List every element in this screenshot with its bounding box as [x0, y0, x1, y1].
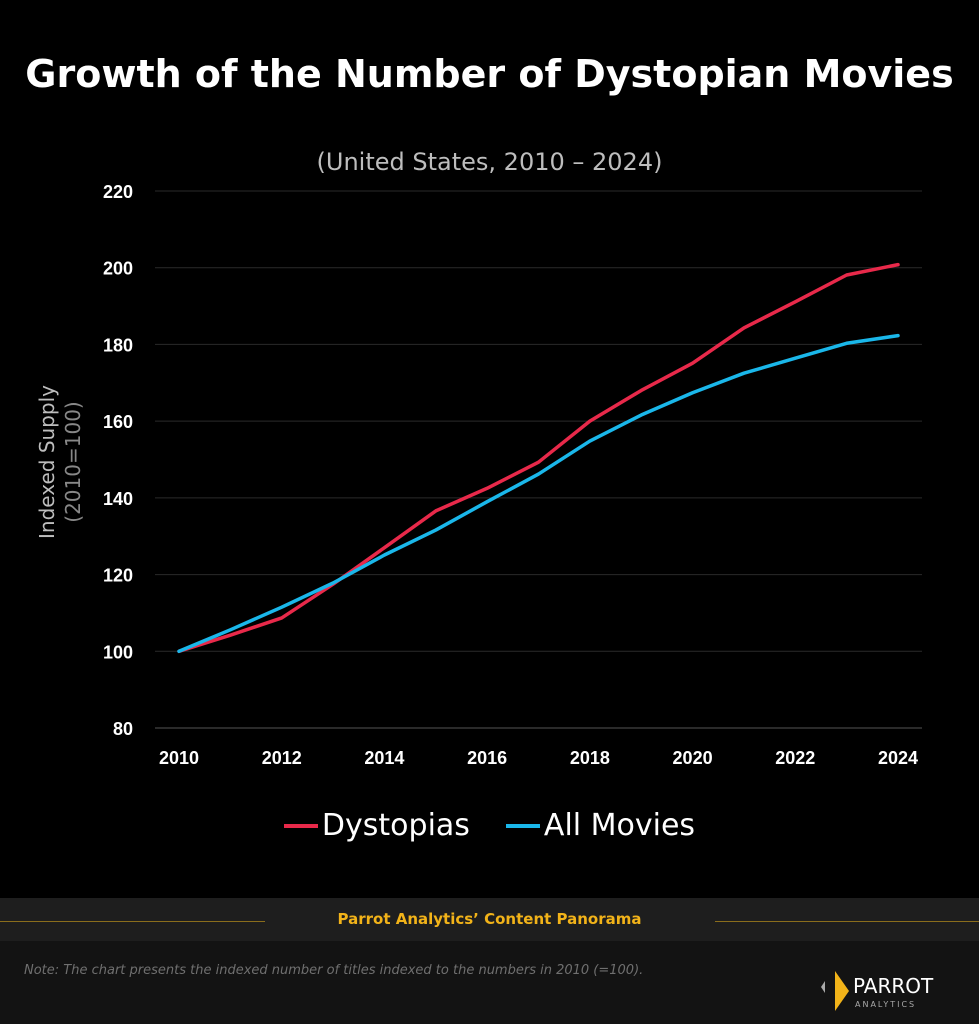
- legend-swatch: [505, 823, 540, 828]
- y-tick-label: 120: [103, 566, 133, 586]
- chart-title: Growth of the Number of Dystopian Movies: [25, 52, 954, 96]
- footer-banner: Parrot Analytics’ Content Panorama: [0, 898, 979, 941]
- y-tick-label: 180: [103, 335, 133, 355]
- legend-label: All Movies: [543, 808, 696, 843]
- parrot-analytics-logo: PARROT ANALYTICS: [821, 971, 934, 1011]
- y-tick-label: 80: [113, 719, 133, 739]
- x-tick-label: 2010: [159, 748, 199, 768]
- legend-item-all-movies: All Movies: [505, 808, 696, 843]
- x-tick-label: 2022: [775, 748, 815, 768]
- x-tick-label: 2024: [878, 748, 918, 768]
- chart-subtitle: (United States, 2010 – 2024): [316, 148, 663, 176]
- x-tick-label: 2014: [364, 748, 404, 768]
- footnote: Note: The chart presents the indexed num…: [24, 963, 644, 978]
- legend-item-dystopias: Dystopias: [283, 808, 470, 843]
- series-line-dystopias: [177, 262, 900, 654]
- banner-text: Parrot Analytics’ Content Panorama: [337, 910, 642, 928]
- y-tick-label: 100: [103, 642, 133, 662]
- legend-label: Dystopias: [321, 808, 470, 843]
- x-tick-label: 2012: [262, 748, 302, 768]
- series-line-all-movies: [177, 333, 900, 654]
- svg-text:ANALYTICS: ANALYTICS: [855, 1000, 916, 1009]
- x-tick-label: 2020: [673, 748, 713, 768]
- svg-text:PARROT: PARROT: [853, 974, 934, 998]
- legend-swatch: [283, 823, 318, 828]
- divider: [715, 921, 979, 922]
- legend: Dystopias All Movies: [0, 808, 979, 843]
- x-tick-label: 2018: [570, 748, 610, 768]
- y-tick-label: 200: [103, 259, 133, 279]
- y-tick-label: 140: [103, 489, 133, 509]
- line-chart: 80 100 120 140 160 180 200 220 2010 2012 2014 2016 2…: [103, 182, 922, 768]
- y-tick-label: 160: [103, 412, 133, 432]
- x-tick-label: 2016: [467, 748, 507, 768]
- footer-note-area: Note: The chart presents the indexed num…: [0, 941, 979, 1024]
- y-tick-label: 220: [103, 182, 133, 202]
- divider: [0, 921, 265, 922]
